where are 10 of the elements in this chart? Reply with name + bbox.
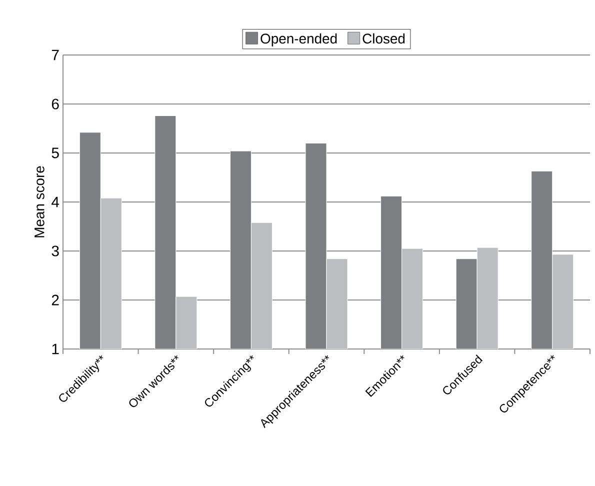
legend-label: Closed [362, 33, 405, 44]
y-tick-label: 6 [52, 98, 59, 110]
y-tick-label: 1 [52, 344, 59, 354]
y-tick-label: 7 [52, 50, 59, 60]
y-tick-label: 5 [52, 148, 59, 158]
legend-label: Open-ended [260, 33, 337, 46]
y-tick-label: 4 [52, 196, 60, 208]
y-tick-label: 3 [52, 246, 59, 256]
y-axis-title: Mean score [34, 166, 44, 238]
y-tick-label: 2 [52, 294, 59, 306]
